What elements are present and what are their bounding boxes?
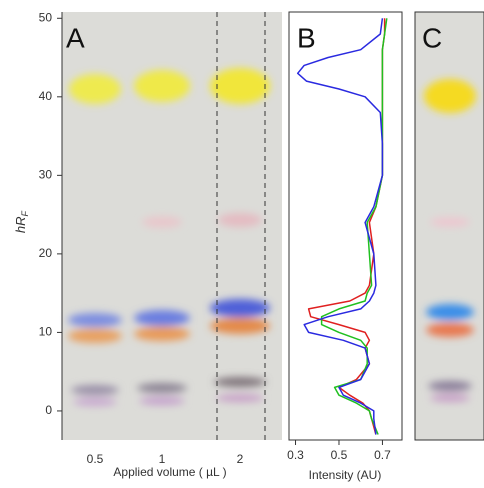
x-tick-label: 2 — [237, 452, 244, 466]
x-axis-label: Intensity (AU) — [309, 468, 382, 482]
x-tick-label: 0.5 — [87, 452, 104, 466]
y-tick-label: 20 — [39, 246, 53, 260]
profile-line — [296, 18, 384, 435]
x-tick-label: 0.7 — [374, 448, 391, 462]
profile-line — [320, 18, 388, 435]
y-tick-label: 30 — [39, 168, 53, 182]
y-label-sub: F — [20, 210, 30, 216]
x-axis-label: Applied volume ( µL ) — [113, 465, 226, 479]
x-tick-label: 0.5 — [331, 448, 348, 462]
panel-label: C — [422, 22, 442, 53]
spots-a — [68, 68, 270, 406]
panel-label: A — [66, 22, 85, 53]
y-tick-label: 40 — [39, 89, 53, 103]
spots-c — [424, 79, 476, 402]
y-tick-label: 0 — [45, 403, 52, 417]
panel-label: B — [297, 22, 316, 53]
y-label-main: hR — [13, 216, 28, 233]
x-tick-label: 1 — [159, 452, 166, 466]
y-axis-label: hRF — [13, 210, 30, 233]
y-tick-label: 10 — [39, 325, 53, 339]
plot-frame-b — [288, 11, 403, 441]
x-tick-label: 0.3 — [287, 448, 304, 462]
y-tick-label: 50 — [39, 10, 53, 24]
